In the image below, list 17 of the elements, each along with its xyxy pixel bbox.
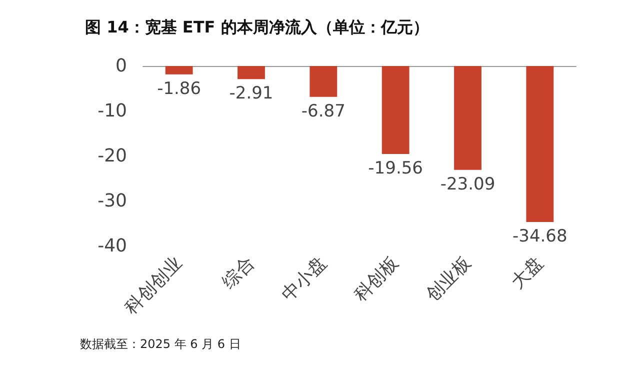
- text: 数据截至：2025 年 6 月 6 日: [80, 337, 241, 351]
- y-tick-label: -10: [98, 100, 127, 122]
- data-label: -2.91: [229, 84, 274, 104]
- chart-title: 图 14：宽基 ETF 的本周净流入（单位：亿元）: [85, 18, 429, 36]
- x-tick-label: 科创板: [350, 252, 404, 306]
- data-label: -19.56: [368, 158, 423, 179]
- y-tick-label: -30: [98, 190, 127, 212]
- x-tick-label: 大盘: [507, 252, 548, 293]
- x-tick-label: 综合: [218, 252, 259, 293]
- data-label: -1.86: [157, 78, 202, 99]
- x-tick-label: 中小盘: [278, 252, 331, 306]
- x-tick-label: 创业板: [422, 252, 476, 306]
- y-tick-label: 0: [116, 56, 127, 76]
- y-tick-label: -20: [98, 146, 127, 166]
- data-label: -23.09: [440, 174, 496, 194]
- data-label: -34.68: [512, 226, 568, 247]
- data-label: -6.87: [301, 101, 346, 122]
